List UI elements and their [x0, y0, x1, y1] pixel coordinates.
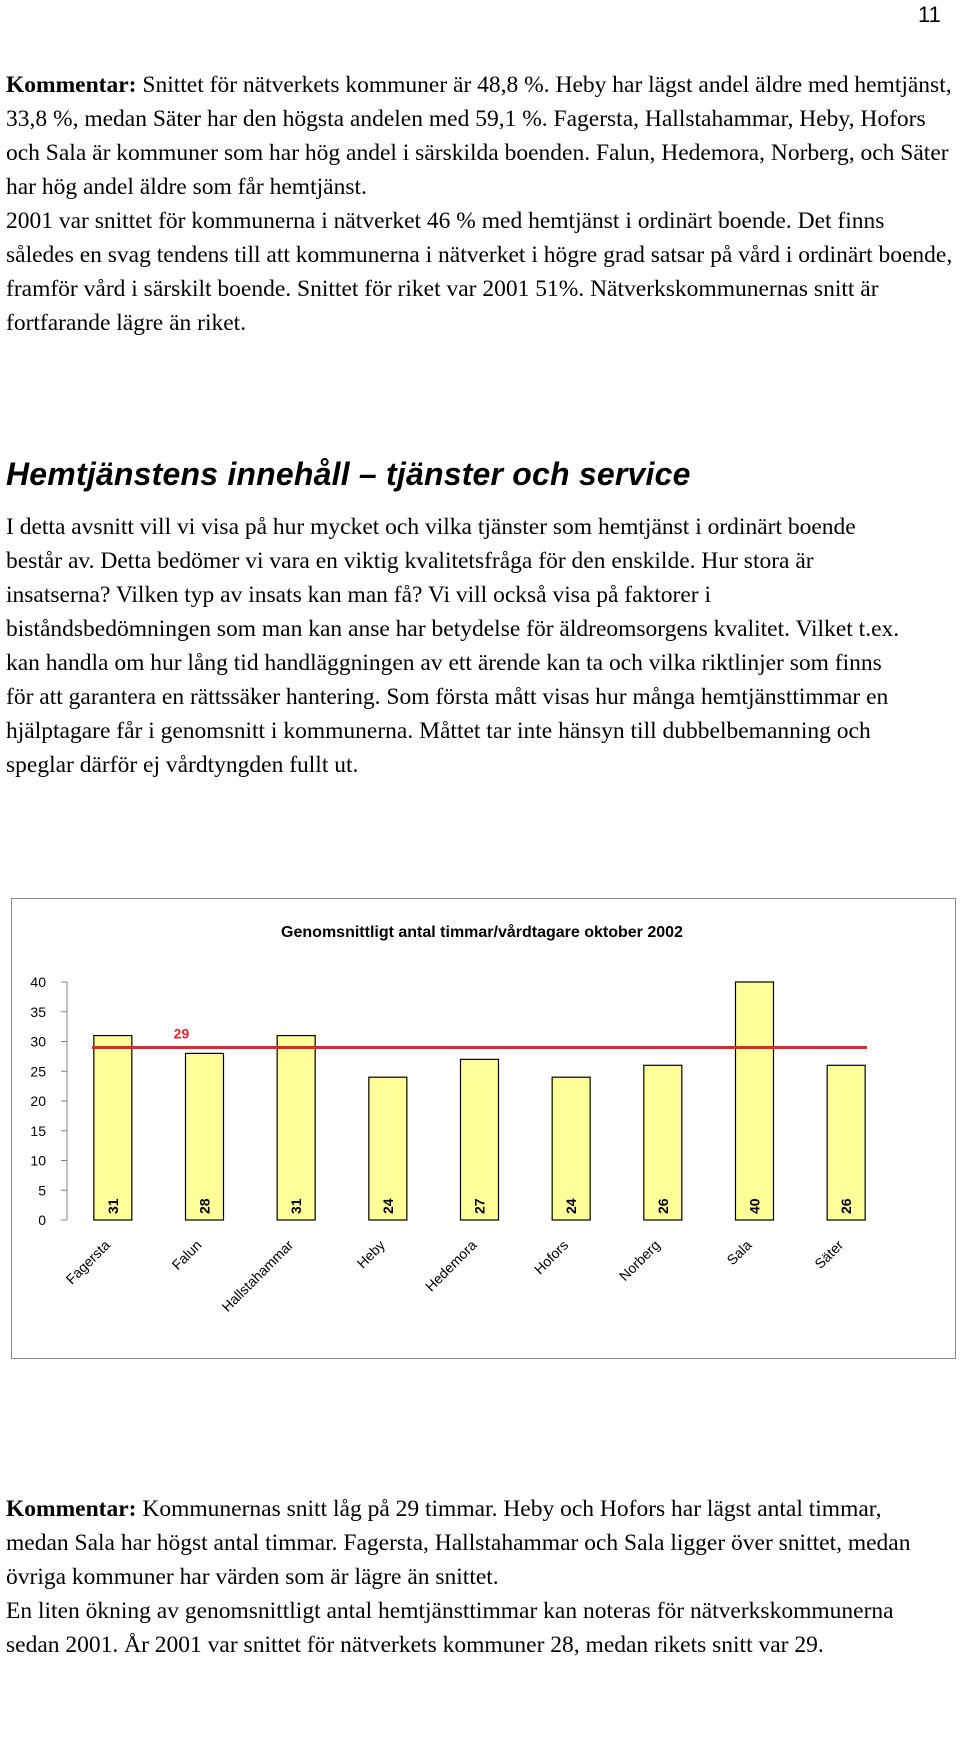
page-number: 11 [918, 2, 941, 27]
intro-comment: Kommentar: Snittet för nätverkets kommun… [6, 68, 956, 340]
y-tick-label: 5 [38, 1182, 46, 1198]
category-label: Norberg [616, 1237, 663, 1284]
chart-comment-label: Kommentar: [6, 1496, 137, 1522]
bar-value-label: 28 [197, 1198, 213, 1214]
y-tick-label: 20 [30, 1093, 46, 1109]
axis-layer: 0 5 10 15 20 25 30 35 40 [30, 974, 68, 1228]
section-heading: Hemtjänstens innehåll – tjänster och ser… [6, 456, 691, 492]
section-body: I detta avsnitt vill vi visa på hur myck… [6, 510, 906, 782]
category-label: Hofors [531, 1237, 571, 1277]
chart-frame: Genomsnittligt antal timmar/vårdtagare o… [11, 898, 956, 1359]
chart-comment-paragraph-2: En liten ökning av genomsnittligt antal … [6, 1598, 894, 1658]
chart-bar [459, 1058, 500, 1221]
bar-value-label: 31 [105, 1198, 121, 1214]
chart-bar [184, 1052, 225, 1221]
chart-bar [734, 981, 775, 1221]
category-label: Hedemora [422, 1237, 480, 1295]
chart-bar [276, 1034, 316, 1221]
bar-value-label: 24 [380, 1198, 396, 1214]
bar-chart: Genomsnittligt antal timmar/vårdtagare o… [30, 923, 867, 1315]
chart-bar [551, 1076, 591, 1221]
category-label: Säter [811, 1237, 846, 1272]
y-tick-label: 10 [30, 1153, 46, 1169]
category-label: Hallstahammar [218, 1237, 296, 1315]
category-label: Falun [169, 1237, 205, 1273]
bar-value-label: 26 [838, 1198, 854, 1214]
intro-paragraph-2: 2001 var snittet för kommunerna i nätver… [6, 208, 953, 336]
category-label: Heby [354, 1237, 388, 1271]
chart-bar [826, 1064, 866, 1221]
section-paragraph: I detta avsnitt vill vi visa på hur myck… [6, 514, 900, 778]
bar-value-label: 27 [472, 1198, 488, 1214]
chart-bar [368, 1076, 408, 1221]
y-tick-label: 15 [30, 1123, 46, 1139]
y-tick-label: 30 [30, 1034, 46, 1050]
average-label: 29 [174, 1025, 190, 1041]
bar-layer [92, 981, 867, 1221]
chart-comment-paragraph-1: Kommentar: Kommunernas snitt låg på 29 t… [6, 1492, 926, 1594]
intro-text-1: Snittet för nätverkets kommuner är 48,8 … [6, 72, 952, 200]
chart-comment: Kommentar: Kommunernas snitt låg på 29 t… [6, 1492, 926, 1662]
chart-bar [643, 1064, 683, 1221]
chart-bar [93, 1034, 133, 1221]
y-tick-label: 35 [30, 1004, 46, 1020]
chart-comment-text-1: Kommunernas snitt låg på 29 timmar. Heby… [6, 1496, 911, 1590]
intro-paragraph-1: Kommentar: Snittet för nätverkets kommun… [6, 68, 956, 204]
bar-value-label: 24 [563, 1198, 579, 1214]
bar-value-label: 31 [288, 1198, 304, 1214]
y-tick-label: 0 [38, 1212, 46, 1228]
chart-title: Genomsnittligt antal timmar/vårdtagare o… [281, 923, 683, 941]
category-label: Sala [723, 1237, 754, 1268]
bar-value-label: 26 [655, 1198, 671, 1214]
bar-value-label: 40 [747, 1198, 763, 1214]
y-tick-label: 25 [30, 1063, 46, 1079]
category-label: Fagersta [63, 1237, 114, 1288]
y-tick-label: 40 [30, 974, 46, 990]
intro-label: Kommentar: [6, 72, 137, 98]
